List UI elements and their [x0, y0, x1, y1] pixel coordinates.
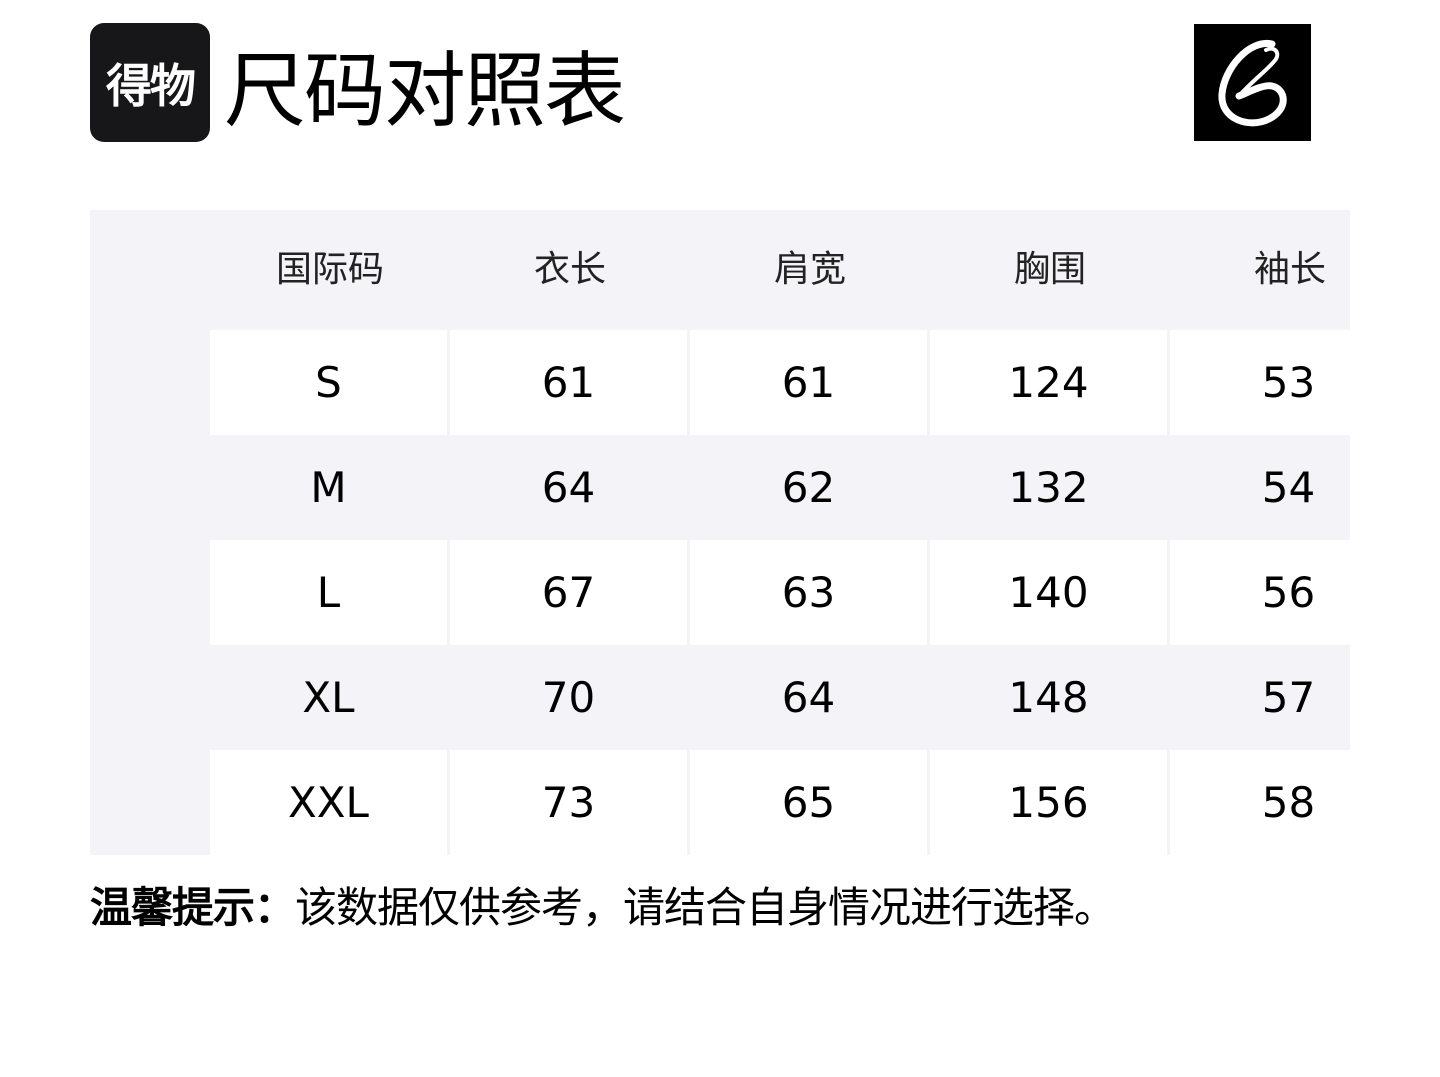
col-header: 衣长	[533, 249, 606, 290]
table-header: 国际码 衣长 肩宽 胸围 袖长	[210, 210, 1410, 330]
table-cell: 58	[1170, 750, 1407, 855]
table-cell: 64	[781, 673, 836, 722]
table-cell: L	[210, 540, 447, 645]
table-cell: 132	[1008, 463, 1089, 512]
logo-text: 得物	[106, 58, 196, 113]
table-row: L 67 63 140 56	[210, 540, 1410, 645]
table-cell: S	[210, 330, 447, 435]
table-row: XL 70 64 148 57	[210, 645, 1410, 750]
table-cell: XL	[302, 673, 355, 722]
table-cell: 64	[541, 463, 596, 512]
table-cell: 62	[781, 463, 836, 512]
table-cell: 63	[690, 540, 927, 645]
table-cell: 61	[690, 330, 927, 435]
table-cell: 56	[1170, 540, 1407, 645]
tip-note: 温馨提示：该数据仅供参考，请结合自身情况进行选择。	[90, 878, 1116, 938]
col-header: 胸围	[1013, 249, 1086, 290]
col-header: 肩宽	[773, 249, 846, 290]
col-header: 袖长	[1253, 249, 1326, 290]
brand-logo	[1194, 24, 1311, 141]
size-table: 国际码 衣长 肩宽 胸围 袖长 S 61 61 124 53 M 64 62 132 54 L 67 6…	[90, 210, 1407, 855]
tip-label: 温馨提示：	[90, 883, 296, 932]
col-header: 国际码	[275, 249, 384, 290]
tip-text: 该数据仅供参考，请结合自身情况进行选择。	[295, 883, 1116, 932]
table-cell: 70	[541, 673, 596, 722]
table-cell: 148	[1008, 673, 1089, 722]
page-title: 尺码对照表	[224, 44, 626, 139]
table-cell: 140	[930, 540, 1167, 645]
table-row: XXL 73 65 156 58	[210, 750, 1410, 855]
table-cell: 65	[690, 750, 927, 855]
table-cell: 156	[930, 750, 1167, 855]
table-cell: 67	[450, 540, 687, 645]
table-cell: 57	[1261, 673, 1316, 722]
brand-b-icon	[1218, 40, 1287, 127]
table-cell: 124	[930, 330, 1167, 435]
table-row: M 64 62 132 54	[210, 435, 1410, 540]
table-cell: M	[310, 463, 347, 512]
table-cell: XXL	[210, 750, 447, 855]
dewu-logo: 得物	[90, 23, 210, 142]
table-cell: 73	[450, 750, 687, 855]
table-row: S 61 61 124 53	[210, 330, 1410, 435]
table-cell: 53	[1170, 330, 1407, 435]
table-cell: 54	[1261, 463, 1316, 512]
table-cell: 61	[450, 330, 687, 435]
